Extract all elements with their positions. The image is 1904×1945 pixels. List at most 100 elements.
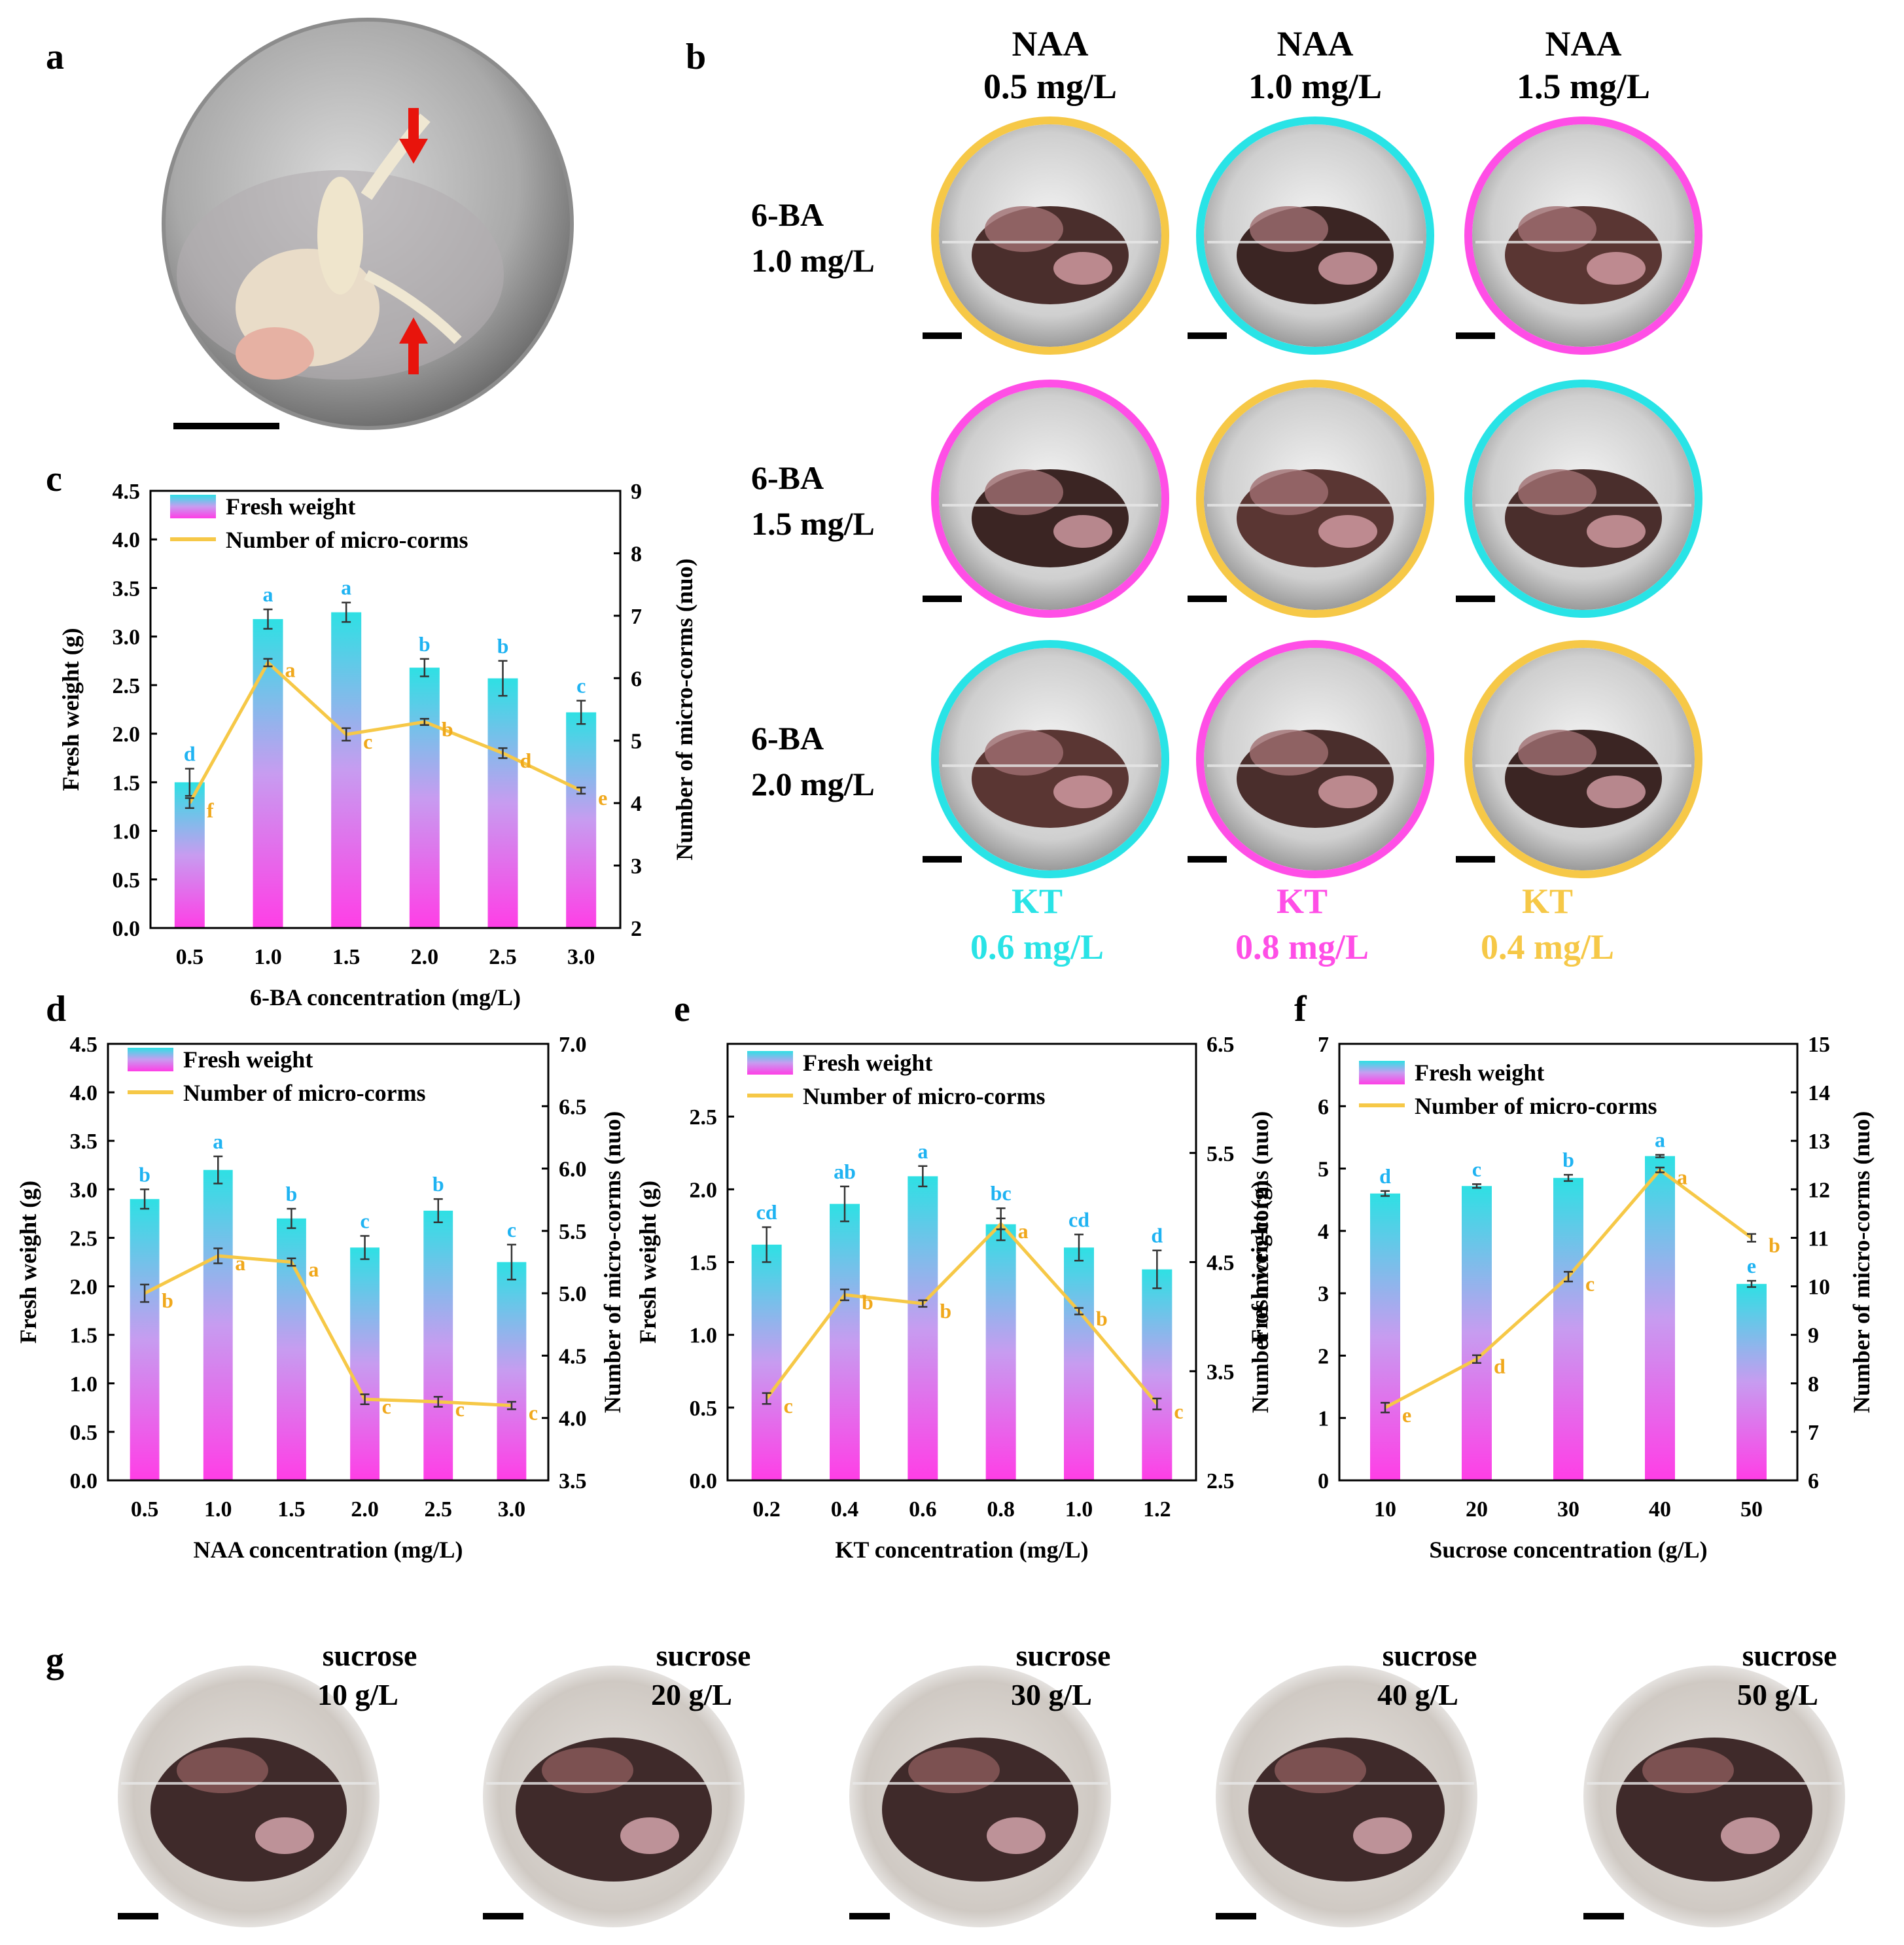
scale-bar [118, 1913, 158, 1919]
sig-letter-fresh-weight: a [341, 576, 351, 599]
kt-label-l2: 0.4 mg/L [1481, 927, 1614, 967]
bar-fresh-weight [985, 1224, 1016, 1480]
y-tick-label: 3.0 [113, 626, 141, 650]
y2-tick-label: 14 [1808, 1081, 1830, 1105]
bar-fresh-weight [751, 1244, 782, 1480]
y-tick-label: 3.5 [113, 577, 141, 601]
line-micro-corms [765, 1221, 1159, 1405]
col-header-naa-l2: 1.5 mg/L [1517, 67, 1650, 106]
panel-label: d [46, 989, 66, 1029]
scale-bar [1456, 596, 1495, 602]
culture-photo [1188, 380, 1434, 618]
plot-frame [149, 490, 622, 929]
bar-fresh-weight [908, 1176, 938, 1480]
x-tick-label: 0.4 [831, 1497, 859, 1522]
y-tick-label: 2.0 [690, 1178, 718, 1202]
ring-highlight [1464, 116, 1702, 355]
sucrose-label-l2: 40 g/L [1377, 1678, 1458, 1711]
legend-label: Number of micro-corms [803, 1083, 1046, 1109]
sig-letter-fresh-weight: b [139, 1162, 150, 1186]
ring-highlight [931, 380, 1169, 618]
chart-c: c 0.0 0.5 1.0 1.5 2.0 2.5 3.0 3.5 4.0 4.5 2 3 4 5 6 7 8 9 0… [46, 459, 697, 1010]
legend-label: Number of micro-corms [183, 1080, 426, 1106]
y2-tick-label: 4.5 [559, 1344, 587, 1368]
culture-photo [923, 380, 1169, 618]
scale-bar [923, 596, 962, 602]
row-label-6ba-l1: 6-BA [751, 196, 824, 233]
x-tick-label: 10 [1374, 1497, 1396, 1522]
x-tick-label: 50 [1740, 1497, 1763, 1522]
y2-tick-label: 7 [631, 605, 642, 629]
chart-d: d 0.0 0.5 1.0 1.5 2.0 2.5 3.0 3.5 4.0 4.5 3.5 4.0 4.5… [15, 989, 626, 1563]
sig-letter-fresh-weight: c [1472, 1157, 1481, 1181]
scale-bar [1456, 856, 1495, 863]
x-tick-label: 1.2 [1143, 1497, 1171, 1522]
row-label-6ba-l2: 2.0 mg/L [751, 766, 875, 802]
sig-letter-fresh-weight: d [1379, 1164, 1391, 1188]
x-axis-title: 6-BA concentration (mg/L) [250, 984, 521, 1010]
sig-letter-micro-corms: a [285, 658, 296, 681]
ring-highlight [1196, 116, 1434, 355]
culture-photo [1456, 116, 1702, 355]
bar-fresh-weight [830, 1204, 860, 1480]
y2-axis-title: Number of micro-corms (nuo) [1247, 1111, 1273, 1414]
y2-tick-label: 6.5 [559, 1095, 587, 1119]
y2-tick-label: 3 [631, 855, 642, 879]
bar-fresh-weight [130, 1199, 160, 1480]
x-tick-label: 1.5 [332, 945, 361, 969]
ring-highlight [1464, 380, 1702, 618]
sig-letter-micro-corms: d [520, 749, 532, 772]
y2-tick-label: 8 [631, 542, 642, 566]
sig-letter-fresh-weight: e [1747, 1254, 1756, 1277]
ring-highlight [1464, 640, 1702, 878]
bar-fresh-weight [1645, 1156, 1675, 1480]
y-tick-label: 2 [1318, 1344, 1329, 1368]
culture-photo [1188, 116, 1434, 355]
sig-letter-micro-corms: c [363, 730, 372, 753]
ring-highlight [1196, 640, 1434, 878]
y-tick-label: 2.5 [70, 1226, 98, 1251]
x-tick-label: 2.0 [411, 945, 439, 969]
kt-label-l1: KT [1522, 882, 1573, 921]
sig-letter-fresh-weight: a [263, 582, 273, 606]
sig-letter-fresh-weight: ab [834, 1160, 856, 1183]
sig-letter-micro-corms: c [784, 1394, 793, 1418]
y2-tick-label: 4.5 [1207, 1251, 1235, 1276]
sucrose-label-l2: 20 g/L [651, 1678, 732, 1711]
y2-tick-label: 5.5 [559, 1220, 587, 1244]
sucrose-label-l2: 10 g/L [317, 1678, 398, 1711]
plot-frame [1338, 1043, 1799, 1482]
legend-label: Fresh weight [183, 1046, 313, 1073]
x-tick-label: 1.0 [254, 945, 282, 969]
sucrose-culture-photo [1216, 1666, 1477, 1927]
legend-swatch-fresh-weight [747, 1051, 793, 1075]
sucrose-culture-photo [1583, 1666, 1845, 1927]
y-tick-label: 5 [1318, 1158, 1329, 1182]
y2-tick-label: 5.0 [559, 1282, 587, 1306]
x-tick-label: 1.5 [277, 1497, 306, 1522]
ring-highlight [931, 640, 1169, 878]
scale-bar [1583, 1913, 1624, 1919]
y2-tick-label: 4 [631, 792, 642, 816]
bar-fresh-weight [1462, 1186, 1492, 1480]
x-tick-label: 3.0 [498, 1497, 526, 1522]
panel-label: f [1294, 989, 1307, 1029]
culture-photo [1188, 640, 1434, 878]
x-tick-label: 0.2 [752, 1497, 781, 1522]
x-tick-label: 20 [1466, 1497, 1488, 1522]
y-tick-label: 2.0 [70, 1276, 98, 1300]
bar-fresh-weight [423, 1210, 453, 1480]
sucrose-culture-photo [849, 1666, 1111, 1927]
y-tick-label: 0.0 [113, 917, 141, 941]
line-micro-corms [188, 660, 582, 804]
legend-label: Number of micro-corms [226, 527, 468, 553]
scale-bar [483, 1913, 523, 1919]
y2-tick-label: 3.5 [1207, 1360, 1235, 1384]
y-tick-label: 3.5 [70, 1130, 98, 1154]
sig-letter-micro-corms: c [1585, 1272, 1595, 1296]
sig-letter-fresh-weight: b [286, 1182, 298, 1205]
sucrose-label-l1: sucrose [1016, 1639, 1111, 1672]
x-axis-title: KT concentration (mg/L) [835, 1537, 1088, 1563]
bar-fresh-weight [1064, 1247, 1094, 1480]
